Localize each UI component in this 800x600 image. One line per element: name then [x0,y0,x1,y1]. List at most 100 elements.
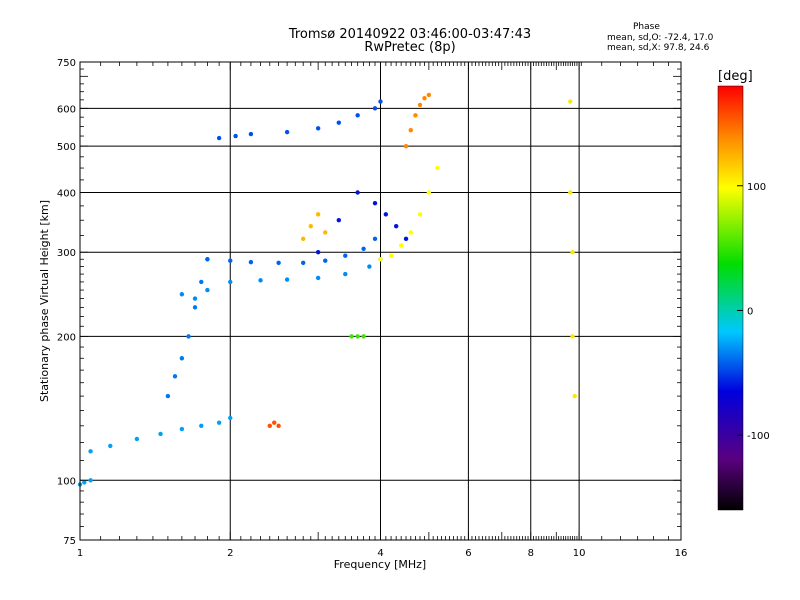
colorbar-tick-label: 100 [747,182,766,193]
data-point [315,275,321,281]
colorbar-tick-label: -100 [747,431,770,442]
data-point [88,449,93,454]
data-point [315,126,321,131]
data-point [308,224,313,229]
y-tick-label: 100 [57,476,76,487]
data-point [372,200,378,206]
x-tick-label: 4 [377,548,383,559]
data-point [393,224,399,229]
data-point [355,113,360,118]
data-point [82,480,87,485]
y-axis-label: Stationary phase Virtual Height [km] [38,200,51,402]
data-point [343,253,348,258]
colorbar-unit-label: [deg] [718,69,753,84]
data-point [300,260,306,266]
data-point [248,131,254,137]
data-point [228,258,233,263]
data-point [158,431,163,437]
data-point [417,212,423,217]
data-point [276,260,281,266]
data-point [568,99,573,104]
data-point [372,106,378,111]
data-point [398,243,404,248]
data-point [199,423,204,429]
y-tick-label: 500 [57,142,76,153]
data-point [267,423,272,429]
data-point [216,135,222,141]
data-point [417,102,423,108]
data-point [383,212,389,217]
data-point [388,253,394,258]
data-point [179,356,185,361]
x-tick-label: 16 [675,548,688,559]
x-axis-ticks: 1 2 4 6 8 10 16 [77,62,688,559]
phase-stats-x: mean, sd,X: 97.8, 24.6 [607,43,710,53]
colorbar [717,85,744,511]
data-point [205,287,210,293]
grid-lines [80,62,681,540]
data-point [276,423,281,429]
data-point [258,278,263,283]
x-tick-label: 1 [77,548,83,559]
data-points [77,92,577,487]
data-point [284,277,290,282]
data-point [361,246,366,251]
data-point [570,334,575,339]
x-axis-label: Frequency [MHz] [334,558,426,571]
data-point [336,218,342,223]
data-point [216,420,222,425]
data-point [192,305,198,310]
y-tick-label: 75 [63,536,76,547]
data-point [367,264,372,269]
data-point [233,133,238,139]
x-tick-label: 6 [465,548,471,559]
data-point [323,258,328,263]
data-point [134,436,140,442]
data-point [378,257,383,262]
chart-subtitle: RwPretec (8p) [364,40,456,55]
colorbar-tick-label: 0 [747,306,753,317]
data-point [355,334,360,339]
data-point [403,143,409,149]
data-point [228,279,233,285]
data-point [568,190,573,195]
data-point [413,113,418,118]
x-tick-label: 8 [528,548,534,559]
data-point [408,230,413,235]
phase-stats-o: mean, sd,O: -72.4, 17.0 [607,33,714,43]
data-point [572,393,577,399]
data-point [284,129,290,135]
chart-title: Tromsø 20140922 03:46:00-03:47:43 [288,27,532,42]
data-point [179,426,185,432]
data-point [172,374,178,379]
x-tick-label: 10 [573,548,586,559]
data-point [323,230,328,235]
data-point [361,334,366,339]
data-point [315,250,321,255]
data-point [315,212,321,217]
y-tick-label: 300 [57,248,76,259]
x-tick-label: 2 [227,548,233,559]
data-point [192,296,198,301]
data-point [186,334,191,339]
data-point [426,190,432,195]
data-point [336,120,342,125]
data-point [199,279,204,285]
data-point [108,443,113,449]
data-point [408,127,413,133]
data-point [372,236,378,242]
y-tick-label: 200 [57,332,76,343]
data-point [228,415,233,421]
data-point [343,271,348,277]
data-point [179,292,185,297]
data-point [435,165,440,171]
data-point [422,95,427,101]
data-point [165,393,171,399]
data-point [403,236,409,242]
y-tick-label: 750 [57,58,76,69]
data-point [300,236,306,242]
y-tick-label: 600 [57,104,76,115]
data-point [355,190,360,195]
data-point [378,99,383,104]
